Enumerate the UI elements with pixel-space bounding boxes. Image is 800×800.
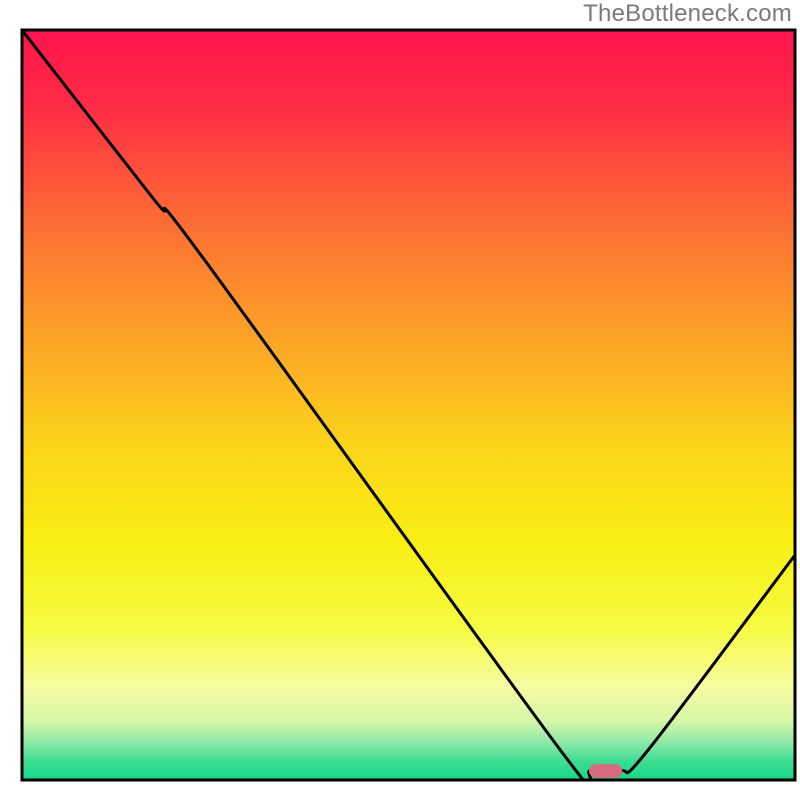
optimal-marker [589, 764, 622, 778]
chart-svg [0, 0, 800, 800]
watermark-text: TheBottleneck.com [583, 0, 792, 28]
gradient-background [22, 30, 795, 780]
chart-root: TheBottleneck.com [0, 0, 800, 800]
